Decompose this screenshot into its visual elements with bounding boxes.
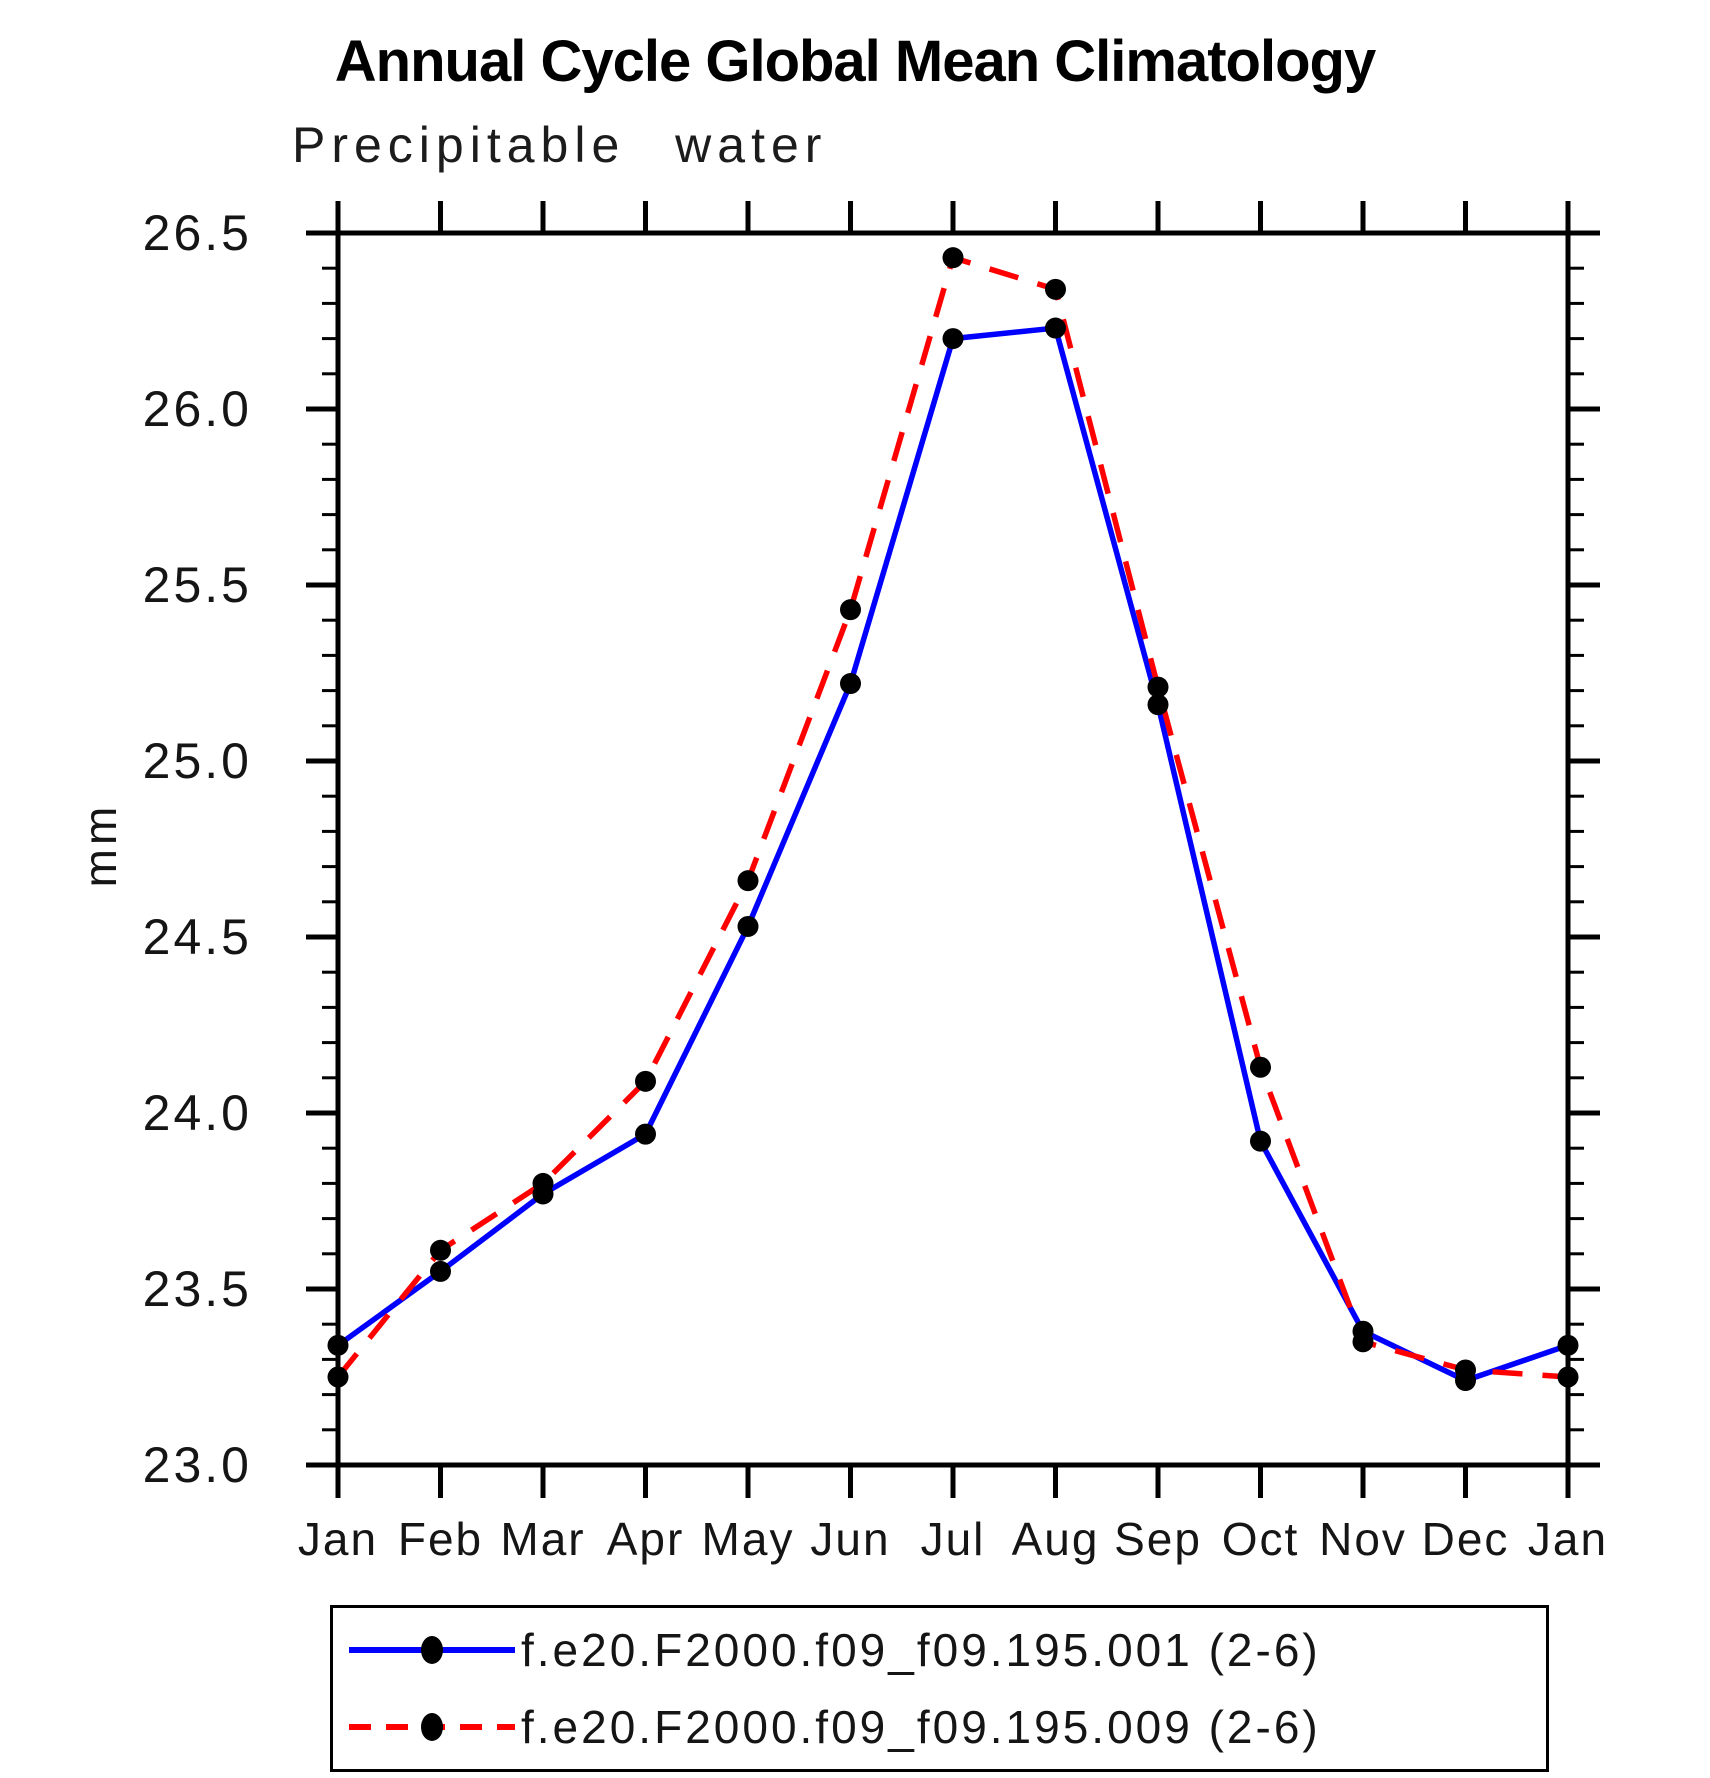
- y-tick-label: 26.0: [143, 381, 252, 437]
- data-point-marker: [532, 1172, 554, 1194]
- data-point-marker: [1557, 1334, 1579, 1356]
- legend-sample-series-2: [349, 1712, 515, 1741]
- x-tick-labels: Jan Feb Mar Apr May Jun Jul Aug Sep Oct Nov Dec Jan: [298, 1513, 1608, 1565]
- y-tick-label: 23.0: [143, 1437, 252, 1493]
- series-markers-1: [327, 317, 1579, 1392]
- series-line-1: [336, 325, 1569, 1384]
- data-point-marker: [1250, 1056, 1271, 1078]
- data-point-marker: [1455, 1359, 1476, 1381]
- data-point-marker: [327, 1334, 349, 1356]
- data-point-marker: [942, 328, 964, 350]
- y-tick-labels: 26.5 26.0 25.5 25.0 24.5 24.0 23.5 23.0: [143, 205, 252, 1493]
- data-point-marker: [1045, 278, 1066, 300]
- data-point-marker: [840, 673, 861, 695]
- x-tick-label: Sep: [1114, 1513, 1202, 1565]
- series-markers-2: [327, 247, 1579, 1388]
- data-point-marker: [1557, 1366, 1579, 1388]
- legend-marker-dot: [421, 1636, 443, 1665]
- data-point-marker: [635, 1070, 656, 1092]
- x-tick-label: Mar: [500, 1513, 585, 1565]
- y-major-ticks: [306, 230, 1600, 1468]
- legend-row-series-1: f.e20.F2000.f09_f09.195.001 (2-6): [347, 1623, 1546, 1677]
- y-tick-label: 25.5: [143, 557, 252, 613]
- data-point-marker: [430, 1239, 451, 1261]
- x-tick-label: Jun: [810, 1513, 890, 1565]
- data-point-marker: [327, 1366, 349, 1388]
- y-tick-label: 24.0: [143, 1085, 252, 1141]
- legend-marker-dot: [421, 1712, 443, 1741]
- x-tick-label: Jul: [921, 1513, 986, 1565]
- x-tick-label: Oct: [1222, 1513, 1300, 1565]
- y-tick-label: 25.0: [143, 733, 252, 789]
- legend-label-series-1: f.e20.F2000.f09_f09.195.001 (2-6): [521, 1624, 1321, 1677]
- legend-row-series-2: f.e20.F2000.f09_f09.195.009 (2-6): [347, 1700, 1546, 1754]
- data-point-marker: [1147, 694, 1169, 716]
- x-tick-label: May: [702, 1513, 795, 1565]
- data-point-marker: [1147, 676, 1169, 698]
- y-minor-ticks: [322, 266, 1584, 1432]
- x-tick-label: Dec: [1422, 1513, 1510, 1565]
- x-tick-label: Apr: [607, 1513, 685, 1565]
- month-ticks: [335, 201, 1571, 1498]
- data-point-marker: [1250, 1130, 1271, 1152]
- data-point-marker: [1045, 317, 1066, 339]
- legend-box: f.e20.F2000.f09_f09.195.001 (2-6) f.e20.…: [330, 1605, 1549, 1772]
- data-point-marker: [1352, 1331, 1374, 1353]
- y-tick-label: 26.5: [143, 205, 252, 261]
- chart-subtitle: Precipitable water: [292, 117, 828, 173]
- x-tick-label: Nov: [1319, 1513, 1407, 1565]
- data-point-marker: [430, 1260, 451, 1282]
- data-point-marker: [942, 247, 964, 269]
- y-tick-label: 23.5: [143, 1261, 252, 1317]
- data-point-marker: [635, 1123, 656, 1145]
- data-point-marker: [737, 870, 759, 892]
- y-tick-label: 24.5: [143, 909, 252, 965]
- legend-sample-series-1: [349, 1636, 515, 1665]
- x-tick-label: Aug: [1012, 1513, 1100, 1565]
- legend-label-series-2: f.e20.F2000.f09_f09.195.009 (2-6): [521, 1700, 1321, 1753]
- data-point-marker: [737, 915, 759, 937]
- axes-frame: [335, 230, 1571, 1468]
- x-tick-label: Jan: [298, 1513, 378, 1565]
- x-tick-label: Jan: [1528, 1513, 1608, 1565]
- data-point-marker: [840, 599, 861, 621]
- chart-title: Annual Cycle Global Mean Climatology: [334, 29, 1376, 94]
- x-tick-label: Feb: [398, 1513, 483, 1565]
